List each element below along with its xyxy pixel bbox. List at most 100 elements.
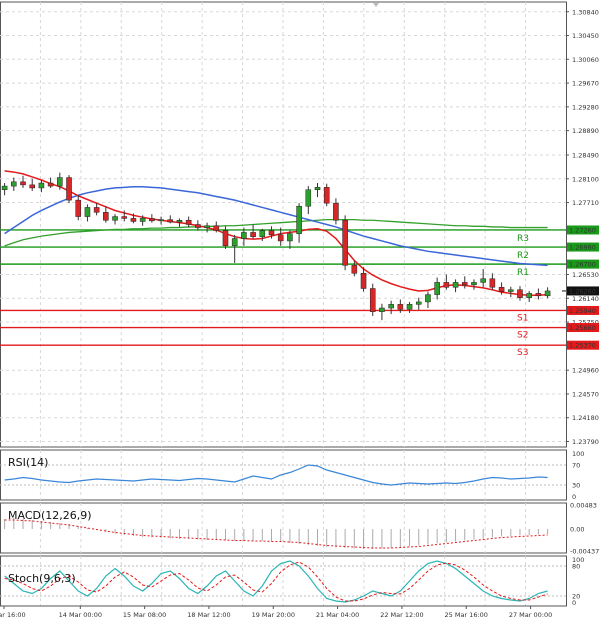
price-tick-label: 1.29280: [572, 103, 599, 111]
price-tick-label: 1.30450: [572, 32, 599, 40]
time-tick-label: 14 Mar 00:00: [59, 611, 102, 619]
time-tick-label: 19 Mar 20:00: [252, 611, 295, 619]
candle-body: [425, 294, 431, 303]
candle-body: [250, 232, 256, 237]
candle: [185, 216, 192, 228]
candle: [323, 183, 330, 207]
candle-body: [112, 216, 118, 221]
rsi-tick-label: 30: [572, 482, 580, 490]
candle-body: [323, 187, 330, 204]
candle-body: [443, 282, 450, 288]
candle-body: [305, 189, 312, 207]
macd-tick-label: 0.00: [570, 526, 584, 534]
candle-body: [415, 301, 422, 305]
candle: [20, 175, 26, 188]
candle-body: [452, 282, 459, 288]
candle: [461, 276, 468, 289]
stoch-label: Stoch(9,6,3): [8, 572, 76, 585]
candle: [66, 175, 72, 204]
level-name-r2: R2: [517, 251, 529, 261]
candle: [176, 218, 183, 227]
candle-body: [139, 218, 146, 222]
candle-body: [130, 218, 137, 222]
candle-body: [268, 230, 275, 236]
candle-body: [296, 205, 302, 234]
candle: [397, 299, 404, 313]
candle: [121, 210, 128, 222]
level-tag: [567, 340, 599, 350]
price-tick-label: 1.29670: [572, 80, 599, 88]
candle: [29, 178, 35, 191]
candle: [434, 277, 440, 300]
candle-body: [167, 219, 174, 223]
candle: [231, 234, 238, 263]
candle-body: [471, 282, 477, 286]
candle: [342, 215, 348, 271]
candle: [471, 279, 477, 290]
price-tick-label: 1.24960: [572, 367, 599, 375]
level-price-label: 1.26700: [569, 261, 596, 269]
candle-body: [544, 290, 551, 297]
level-name-s3: S3: [517, 348, 528, 358]
candle-body: [342, 219, 348, 266]
candle: [259, 228, 266, 241]
candle: [544, 287, 551, 299]
candle-body: [185, 219, 192, 225]
candle: [139, 215, 146, 226]
candle: [213, 221, 220, 233]
macd-tick-label: -0.004377: [570, 547, 600, 555]
candle: [498, 282, 505, 295]
macd-label: MACD(12,26,9): [8, 509, 92, 522]
candle: [222, 226, 229, 249]
level-price-label: 1.25940: [569, 307, 596, 315]
candle: [167, 215, 174, 224]
level-name-s2: S2: [517, 331, 528, 341]
candle: [149, 214, 155, 223]
rsi-tick-label: 100: [572, 450, 584, 458]
price-tick-label: 1.26530: [572, 271, 599, 279]
candle: [480, 269, 486, 288]
candle: [369, 283, 376, 316]
candle-body: [93, 207, 100, 213]
candle-body: [434, 282, 440, 295]
candle: [1, 183, 8, 196]
candle: [130, 213, 137, 224]
candle: [268, 226, 275, 239]
candle-body: [11, 181, 17, 187]
time-tick-label: 18 Mar 12:00: [187, 611, 230, 619]
candle-body: [369, 288, 376, 312]
candle: [452, 279, 459, 293]
time-tick-label: 13 Mar 16:00: [0, 611, 26, 619]
candle: [277, 227, 284, 246]
candle-body: [379, 307, 385, 312]
scroll-marker-icon: [373, 3, 379, 7]
price-tick-label: 1.28890: [572, 127, 599, 135]
candle-body: [406, 304, 413, 310]
level-tag: [567, 323, 599, 333]
time-tick-label: 27 Mar 00:00: [509, 611, 552, 619]
candle: [415, 297, 422, 310]
candle-body: [29, 184, 35, 189]
candle: [507, 286, 514, 298]
candle: [314, 183, 321, 198]
price-tick-label: 1.24570: [572, 390, 599, 398]
candle: [158, 216, 164, 225]
level-tag: [567, 242, 599, 252]
candle-body: [333, 202, 339, 221]
candle-body: [158, 219, 164, 222]
candle: [333, 198, 339, 225]
level-name-r3: R3: [517, 234, 529, 244]
price-tick-label: 1.28490: [572, 152, 599, 160]
candle-body: [204, 225, 210, 228]
candle: [425, 291, 431, 309]
candle-body: [314, 187, 321, 191]
candle: [379, 303, 385, 321]
candle: [287, 230, 293, 249]
candle-body: [213, 225, 220, 231]
candle-body: [517, 289, 523, 298]
candle: [84, 204, 91, 222]
time-tick-label: 22 Mar 12:00: [380, 611, 423, 619]
candle: [535, 288, 542, 300]
current-price-tag: [567, 286, 599, 296]
